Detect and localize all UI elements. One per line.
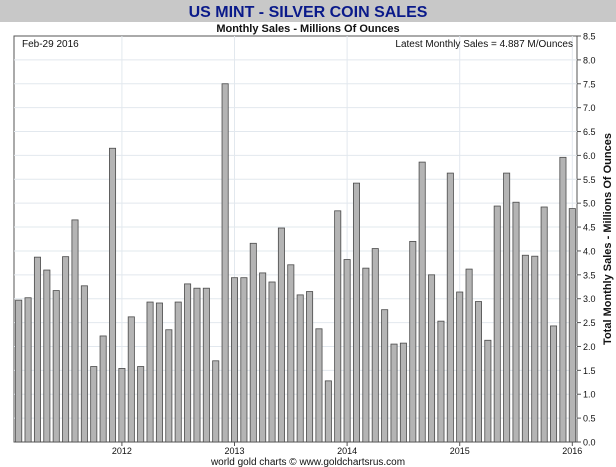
bars [15, 83, 576, 443]
y-tick-label: 8.0 [583, 55, 596, 65]
bar-2014-03 [352, 182, 360, 443]
bar-2014-06 [381, 309, 389, 443]
bar-2011-08 [62, 256, 70, 443]
y-tick-label: 6.0 [583, 151, 596, 161]
x-tick-label: 2012 [112, 446, 132, 456]
bar-2016-01 [559, 156, 567, 443]
bar-2013-05 [259, 272, 267, 443]
bar-2013-04 [249, 242, 257, 443]
bar-2013-11 [315, 328, 323, 443]
bar-2015-02 [456, 291, 464, 443]
bar-2011-09 [71, 219, 79, 443]
bar-2012-08 [174, 301, 182, 443]
y-tick-label: 7.0 [583, 103, 596, 113]
y-axis-ticks: 0.0 0.5 1.0 1.5 2.0 2.5 3.0 3.5 4.0 4.5 5.0 5.5 6.0 6… [577, 32, 596, 448]
bar-2012-12 [212, 360, 220, 443]
bar-2015-11 [540, 206, 548, 443]
bar-2014-08 [399, 342, 407, 443]
bar-2011-06 [43, 269, 51, 443]
bar-2011-04 [24, 297, 32, 443]
plot-area [13, 35, 578, 443]
y-tick-label: 6.5 [583, 127, 596, 137]
bar-2015-01 [446, 172, 454, 443]
bar-2011-03 [15, 299, 23, 443]
bar-2013-01 [221, 83, 229, 443]
y-tick-label: 1.5 [583, 366, 596, 376]
y-tick-label: 0.0 [583, 438, 596, 448]
x-tick-label: 2015 [450, 446, 470, 456]
bar-2014-07 [390, 343, 398, 443]
bar-2012-07 [165, 329, 173, 443]
bar-2012-03 [127, 316, 135, 443]
bar-2015-09 [521, 254, 529, 443]
bar-2014-02 [343, 259, 351, 443]
bar-2014-01 [334, 210, 342, 443]
bar-2012-10 [193, 287, 201, 443]
bar-2012-05 [146, 301, 154, 443]
y-tick-label: 0.5 [583, 414, 596, 424]
y-tick-label: 4.0 [583, 246, 596, 256]
y-axis-title: Total Monthly Sales - Millions Of Ounces [602, 133, 614, 345]
bar-2015-05 [484, 339, 492, 443]
x-tick-label: 2016 [562, 446, 582, 456]
chart-title: US MINT - SILVER COIN SALES [189, 4, 428, 21]
y-tick-label: 7.5 [583, 79, 596, 89]
y-tick-label: 5.5 [583, 175, 596, 185]
bar-2014-04 [362, 267, 370, 443]
bar-2012-04 [137, 366, 145, 443]
grid [14, 36, 577, 442]
x-tick-label: 2013 [224, 446, 244, 456]
bar-2014-11 [428, 274, 436, 443]
bar-2011-10 [80, 285, 88, 443]
y-tick-label: 8.5 [583, 32, 596, 42]
y-tick-label: 3.5 [583, 270, 596, 280]
bar-2016-02 [568, 208, 576, 443]
bar-2011-05 [33, 256, 41, 443]
y-tick-label: 3.0 [583, 294, 596, 304]
bar-2013-12 [324, 380, 332, 443]
bar-2013-02 [231, 277, 239, 443]
bar-2014-05 [371, 248, 379, 443]
bar-2014-09 [409, 240, 417, 443]
bar-2015-06 [493, 205, 501, 443]
chart-subtitle: Monthly Sales - Millions Of Ounces [216, 23, 399, 35]
bar-2012-09 [184, 283, 192, 443]
bar-2015-03 [465, 268, 473, 443]
bar-2015-04 [474, 301, 482, 443]
bar-2014-10 [418, 161, 426, 443]
footer-credit: world gold charts © www.goldchartsrus.co… [210, 457, 405, 467]
y-tick-label: 2.5 [583, 318, 596, 328]
latest-sales-label: Latest Monthly Sales = 4.887 M/Ounces [395, 39, 573, 50]
bar-2015-07 [503, 172, 511, 443]
bar-2014-12 [437, 320, 445, 443]
bar-2013-10 [306, 291, 314, 443]
bar-2013-06 [268, 281, 276, 443]
y-tick-label: 5.0 [583, 199, 596, 209]
y-tick-label: 4.5 [583, 223, 596, 233]
bar-2012-11 [202, 287, 210, 443]
bar-2012-02 [118, 368, 126, 443]
y-tick-label: 2.0 [583, 342, 596, 352]
bar-2015-10 [531, 255, 539, 443]
bar-2011-12 [99, 335, 107, 443]
bar-2013-08 [287, 264, 295, 443]
bar-2013-07 [277, 227, 285, 443]
bar-2011-11 [90, 366, 98, 443]
bar-2013-09 [296, 294, 304, 443]
y-tick-label: 1.0 [583, 390, 596, 400]
x-axis-ticks: 2012 2013 2014 2015 2016 [112, 442, 582, 456]
bar-2012-06 [155, 302, 163, 443]
title-band [0, 0, 616, 22]
bar-2013-03 [240, 277, 248, 443]
bar-2011-07 [52, 290, 60, 443]
bar-2015-12 [550, 325, 558, 443]
x-tick-label: 2014 [337, 446, 357, 456]
bar-2012-01 [109, 147, 117, 443]
date-label: Feb-29 2016 [22, 39, 79, 50]
bar-2015-08 [512, 201, 520, 443]
